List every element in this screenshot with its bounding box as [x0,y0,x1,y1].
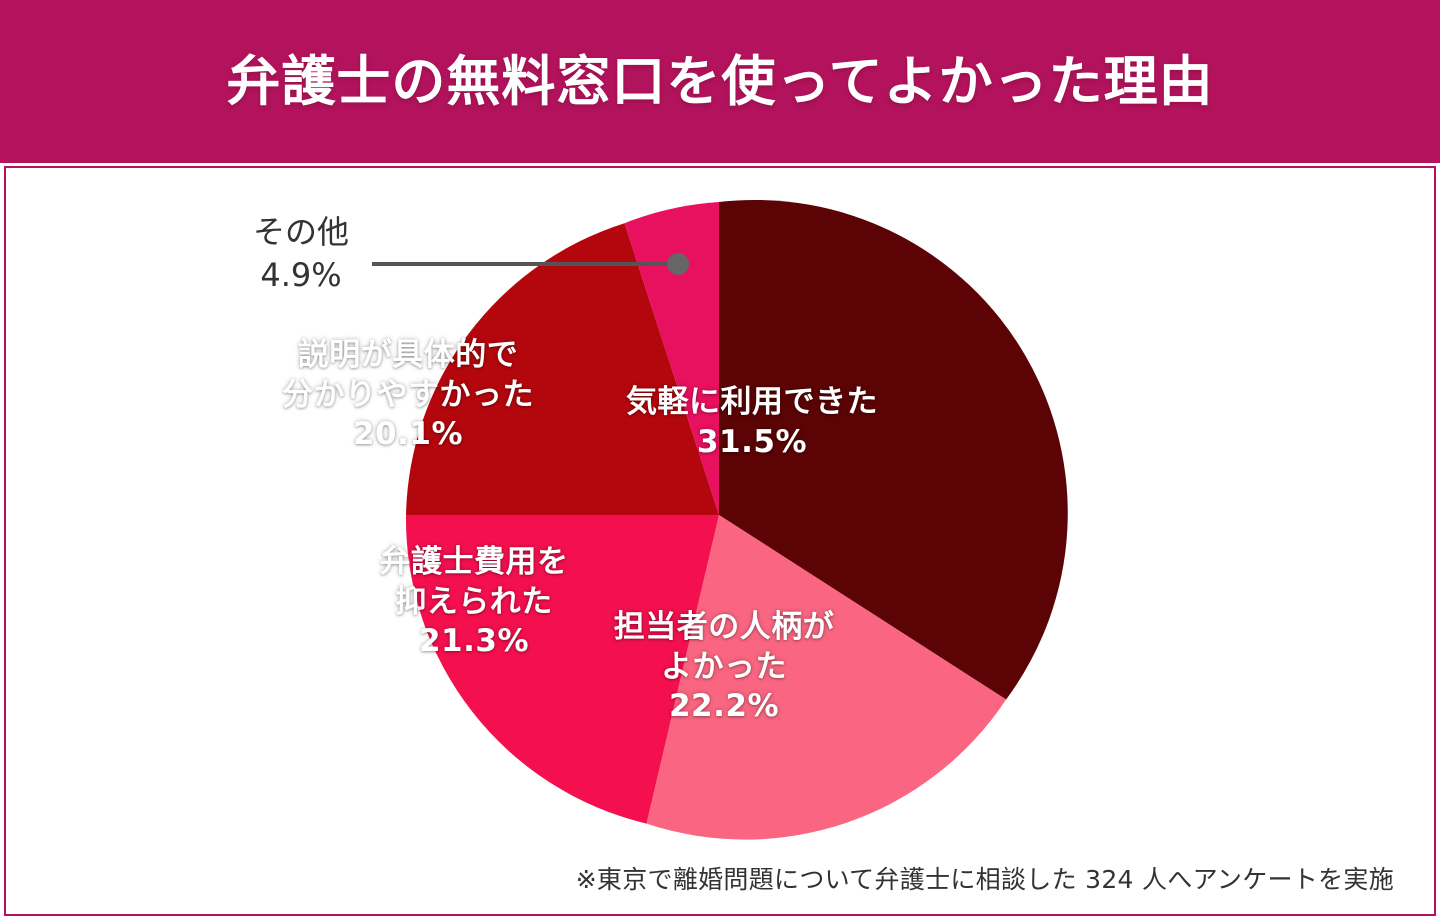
callout-label-sonota-percent: 4.9% [260,256,342,295]
header-band: 弁護士の無料窓口を使ってよかった理由 [0,0,1440,163]
pie-slice-setsumei[interactable] [406,223,719,515]
pie-chart-svg [372,199,1068,840]
chart-card-inner: 気軽に利用できた 31.5% 担当者の人柄が よかった 22.2% 弁護士費用を… [6,168,1434,914]
callout-dot-icon [667,253,689,275]
pie-slice-tantou[interactable] [646,515,1007,840]
callout-label-sonota-name: その他 [252,213,349,251]
pie-slice-hiyou[interactable] [405,515,719,824]
page-title: 弁護士の無料窓口を使ってよかった理由 [226,49,1214,113]
pie-chart: 気軽に利用できた 31.5% 担当者の人柄が よかった 22.2% 弁護士費用を… [6,168,1434,858]
footnote: ※東京で離婚問題について弁護士に相談した 324 人へアンケートを実施 [575,865,1394,894]
chart-card: 気軽に利用できた 31.5% 担当者の人柄が よかった 22.2% 弁護士費用を… [4,166,1436,916]
pie-slice-sonota[interactable] [624,202,720,515]
callout-label-sonota: その他 4.9% [221,211,381,297]
pie-slice-kigaru[interactable] [719,199,1068,700]
